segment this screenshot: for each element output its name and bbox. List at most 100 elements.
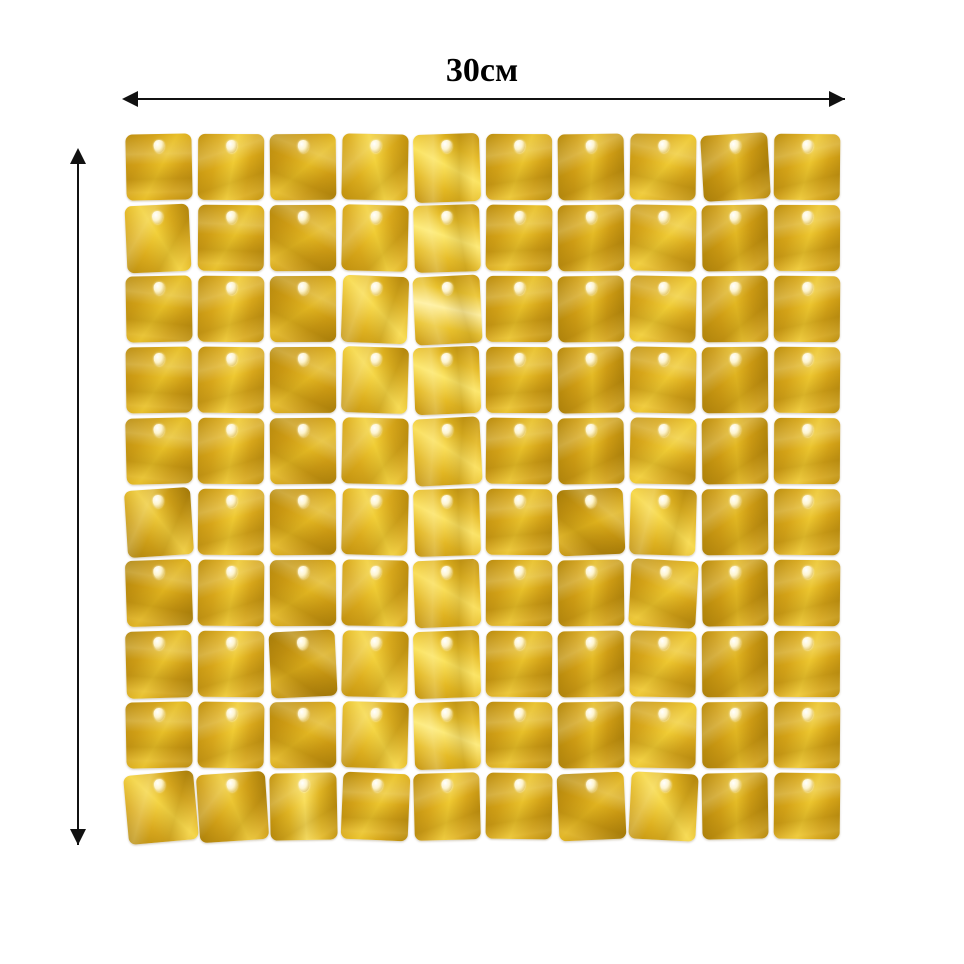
sequin-tile — [340, 771, 411, 842]
sequin-tile — [629, 417, 697, 485]
sequin-tile — [629, 630, 697, 698]
sequin-tile — [341, 559, 409, 627]
sequin-tile — [485, 701, 553, 769]
sequin-tile — [195, 770, 270, 844]
sequin-tile — [701, 772, 769, 840]
sequin-tile — [197, 204, 265, 272]
sequin-tile — [557, 346, 625, 414]
sequin-tile — [341, 488, 409, 556]
sequin-tile — [773, 133, 841, 201]
sequin-tile — [268, 629, 338, 699]
sequin-tile — [628, 558, 699, 629]
sequin-tile — [413, 204, 481, 273]
sequin-tile — [125, 630, 193, 699]
sequin-tile — [701, 630, 769, 698]
sequin-tile — [197, 275, 265, 343]
width-arrow-left-icon — [122, 91, 138, 107]
sequin-tile — [485, 204, 553, 272]
sequin-tile — [557, 417, 625, 485]
sequin-tile — [701, 346, 769, 414]
sequin-tile — [412, 274, 483, 346]
sequin-tile — [773, 204, 841, 272]
sequin-tile — [340, 345, 410, 415]
sequin-tile — [269, 701, 337, 769]
sequin-tile — [124, 558, 194, 628]
sequin-tile — [773, 346, 841, 414]
sequin-tile — [341, 630, 409, 698]
sequin-tile — [269, 417, 337, 485]
sequin-tile — [773, 701, 841, 769]
sequin-tile — [629, 133, 697, 201]
width-dimension-label: 30см — [445, 52, 519, 89]
sequin-tile — [557, 204, 625, 272]
sequin-tile — [701, 275, 769, 343]
sequin-tile — [412, 345, 482, 416]
sequin-tile — [269, 559, 337, 627]
sequin-tile — [773, 275, 841, 343]
sequin-tile — [125, 701, 193, 769]
sequin-tile — [340, 274, 410, 345]
sequin-tile — [341, 701, 409, 769]
sequin-tile — [485, 772, 553, 840]
sequin-tile — [123, 769, 199, 846]
sequin-tile — [700, 132, 771, 202]
sequin-tile — [269, 204, 337, 272]
sequin-tile — [269, 133, 337, 201]
sequin-tile — [269, 346, 337, 414]
sequin-tile — [269, 488, 337, 556]
sequin-tile — [773, 417, 841, 485]
sequin-tile — [412, 132, 482, 204]
sequin-tile — [701, 488, 769, 556]
width-dimension-line — [124, 98, 845, 100]
sequin-tile — [269, 275, 337, 343]
sequin-tile — [485, 630, 553, 698]
sequin-shimmer-wall-panel — [123, 132, 846, 846]
sequin-tile — [773, 559, 841, 627]
sequin-tile — [557, 630, 625, 698]
width-arrow-right-icon — [829, 91, 845, 107]
sequin-mounting-clip-icon — [297, 778, 310, 793]
sequin-tile — [124, 203, 192, 274]
sequin-tile — [557, 701, 625, 769]
sequin-tile — [629, 701, 697, 769]
sequin-tile — [701, 701, 769, 769]
sequin-tile — [556, 487, 626, 557]
sequin-tile — [412, 487, 482, 558]
sequin-tile — [413, 772, 481, 841]
sequin-tile — [485, 133, 553, 201]
sequin-tile — [485, 559, 553, 627]
sequin-tile — [197, 630, 265, 698]
sequin-tile — [125, 417, 193, 485]
sequin-tile — [557, 275, 625, 343]
sequin-tile — [556, 771, 627, 842]
sequin-tile — [123, 486, 195, 559]
sequin-tile — [701, 417, 769, 485]
height-dimension-line — [77, 150, 79, 845]
sequin-tile — [412, 700, 482, 771]
sequin-tile — [412, 416, 483, 487]
sequin-tile — [773, 630, 841, 698]
sequin-tile — [557, 133, 625, 201]
sequin-tile — [485, 346, 553, 414]
sequin-tile — [125, 346, 193, 414]
sequin-tile — [197, 346, 265, 414]
sequin-tile — [412, 558, 482, 629]
sequin-tile — [197, 701, 265, 769]
sequin-tile — [629, 275, 697, 343]
sequin-tile — [701, 559, 769, 627]
sequin-tile — [197, 488, 265, 556]
sequin-tile — [557, 559, 625, 627]
sequin-tile — [197, 417, 265, 485]
sequin-tile — [341, 417, 409, 485]
sequin-tile — [412, 629, 482, 700]
sequin-tile — [341, 133, 409, 201]
sequin-tile — [485, 275, 553, 343]
height-arrow-down-icon — [70, 829, 86, 845]
sequin-tile — [125, 133, 193, 201]
sequin-tile — [701, 204, 769, 272]
sequin-tile — [485, 488, 553, 556]
sequin-tile — [629, 488, 697, 556]
sequin-tile — [773, 488, 841, 556]
sequin-tile — [197, 133, 265, 201]
